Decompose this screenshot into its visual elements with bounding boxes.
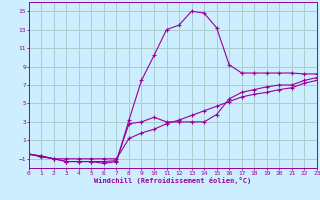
X-axis label: Windchill (Refroidissement éolien,°C): Windchill (Refroidissement éolien,°C): [94, 177, 252, 184]
